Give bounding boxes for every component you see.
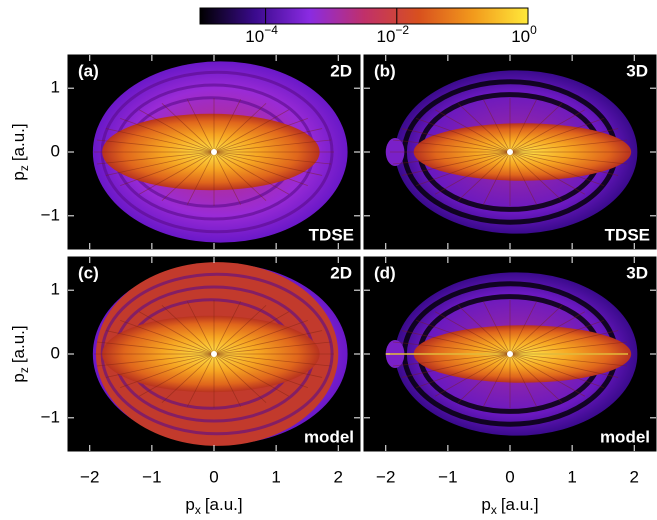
tick-exponent: 0 [530, 23, 537, 37]
colorbar-tick-label: 100 [511, 23, 537, 46]
y-tick-label: 1 [51, 280, 60, 299]
origin-dot [211, 351, 217, 357]
label-symbol: p [185, 495, 194, 514]
y-tick-label: −1 [41, 407, 60, 426]
origin-dot [211, 149, 217, 155]
panel-dimension: 2D [330, 61, 352, 80]
x-tick-label: −2 [376, 467, 395, 486]
x-tick-label: 2 [630, 467, 639, 486]
panel-method: TDSE [605, 225, 650, 244]
panel [68, 257, 360, 451]
xlabel-label: px [a.u.] [185, 495, 242, 517]
label-subscript: x [491, 503, 497, 517]
label-symbol: p [9, 171, 28, 180]
panel-label: (c) [78, 263, 99, 282]
figure: 10−410−2100(a)2DTDSE−101(b)3DTDSE(c)2Dmo… [0, 0, 657, 520]
colorbar [200, 8, 528, 24]
y-tick-label: −1 [41, 205, 60, 224]
x-tick-label: 0 [209, 467, 218, 486]
panel-label: (b) [374, 61, 396, 80]
label-unit: [a.u.] [501, 495, 539, 514]
x-tick-label: 2 [334, 467, 343, 486]
origin-dot [507, 149, 513, 155]
colorbar-tick-label: 10−2 [376, 23, 409, 46]
label-subscript: x [195, 503, 201, 517]
panel-dimension: 3D [626, 61, 648, 80]
x-tick-label: 0 [505, 467, 514, 486]
label-unit: [a.u.] [205, 495, 243, 514]
label-symbol: p [9, 373, 28, 382]
tick-exponent: −2 [395, 23, 409, 37]
label-subscript: z [17, 165, 31, 171]
x-tick-label: 1 [567, 467, 576, 486]
y-tick-label: 0 [51, 343, 60, 362]
label-symbol: p [481, 495, 490, 514]
origin-dot [507, 351, 513, 357]
ylabel-label: pz [a.u.] [9, 325, 31, 382]
panel-dimension: 2D [330, 263, 352, 282]
panel [364, 55, 656, 249]
tick-base: 10 [245, 27, 264, 46]
y-tick-label: 0 [51, 141, 60, 160]
panel-method: model [304, 427, 354, 446]
ylabel-label: pz [a.u.] [9, 123, 31, 180]
x-tick-label: −2 [80, 467, 99, 486]
colorbar-tick-label: 10−4 [245, 23, 278, 46]
label-unit: [a.u.] [9, 123, 28, 161]
x-tick-label: −1 [142, 467, 161, 486]
x-tick-label: 1 [271, 467, 280, 486]
label-subscript: z [17, 367, 31, 373]
tick-base: 10 [376, 27, 395, 46]
x-tick-label: −1 [438, 467, 457, 486]
panel-method: model [600, 427, 650, 446]
tick-exponent: −4 [264, 23, 278, 37]
panel-dimension: 3D [626, 263, 648, 282]
panel-method: TDSE [309, 225, 354, 244]
y-tick-label: 1 [51, 78, 60, 97]
tick-base: 10 [511, 27, 530, 46]
panel [364, 257, 656, 451]
panel [68, 55, 360, 249]
panel-label: (d) [374, 263, 396, 282]
xlabel-label: px [a.u.] [481, 495, 538, 517]
panel-label: (a) [78, 61, 99, 80]
label-unit: [a.u.] [9, 325, 28, 363]
